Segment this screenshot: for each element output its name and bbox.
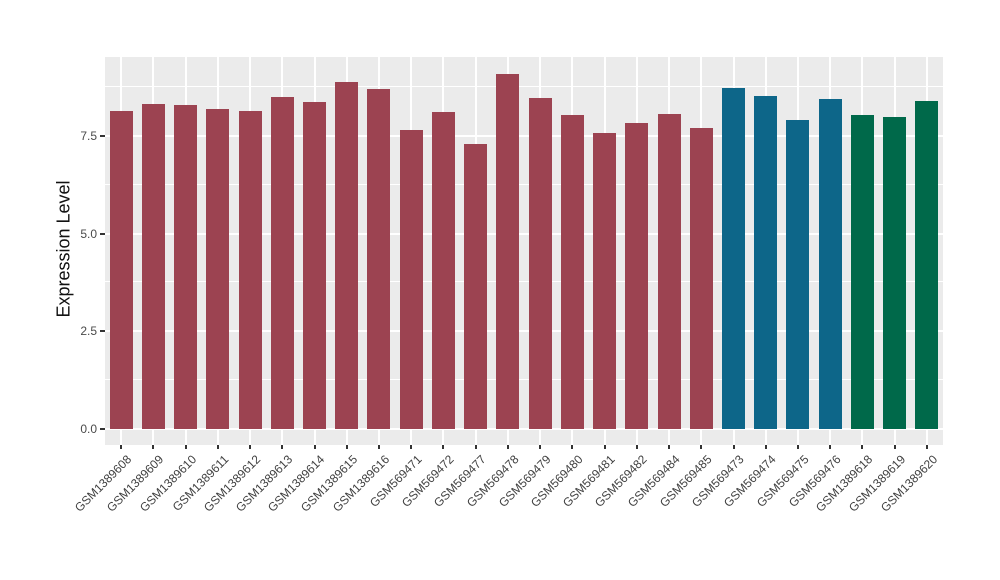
x-axis-tick [925, 445, 928, 449]
x-axis-tick [120, 445, 123, 449]
bar-GSM569478 [496, 73, 520, 429]
x-axis-tick [539, 445, 542, 449]
major-gridline [105, 427, 943, 430]
bar-GSM1389620 [915, 100, 939, 429]
bar-GSM569480 [560, 115, 584, 429]
bar-GSM569481 [593, 132, 617, 429]
minor-gridline [105, 86, 943, 88]
x-axis-tick [152, 445, 155, 449]
plot-panel [105, 57, 943, 445]
major-gridline [105, 232, 943, 235]
x-axis-tick [474, 445, 477, 449]
x-axis-tick [442, 445, 445, 449]
x-axis-tick [829, 445, 832, 449]
bar-GSM1389616 [367, 88, 391, 429]
bar-GSM1389612 [238, 110, 262, 429]
major-gridline [105, 330, 943, 332]
y-axis-title: Expression Level [53, 180, 74, 318]
y-tick-label: 2.5 [80, 324, 97, 338]
bar-GSM1389608 [109, 110, 133, 429]
minor-gridline [105, 281, 943, 283]
y-axis-tick [100, 330, 105, 332]
x-axis-tick [377, 445, 380, 449]
bar-GSM1389618 [850, 114, 874, 429]
x-axis-tick [313, 445, 316, 449]
x-axis-tick [796, 445, 799, 449]
bar-GSM1389615 [335, 81, 359, 429]
x-axis-tick [700, 445, 703, 449]
bar-GSM1389611 [206, 108, 230, 429]
bar-GSM1389619 [883, 116, 907, 429]
bar-GSM569482 [625, 122, 649, 429]
x-axis-tick [571, 445, 574, 449]
minor-gridline [105, 183, 943, 185]
minor-gridline [105, 378, 943, 380]
x-axis-tick [281, 445, 284, 449]
y-tick-label: 0.0 [80, 421, 97, 436]
x-axis-tick [506, 445, 509, 449]
bar-GSM1389610 [174, 104, 198, 429]
bar-GSM569472 [431, 112, 455, 429]
y-axis-tick [100, 232, 105, 235]
x-axis-tick [635, 445, 638, 449]
x-axis-tick [345, 445, 348, 449]
x-axis-tick [668, 445, 671, 449]
bar-GSM1389613 [270, 96, 294, 429]
bar-GSM569477 [464, 144, 488, 429]
y-axis-tick [100, 427, 105, 430]
bar-GSM569473 [722, 88, 745, 429]
bar-GSM569485 [689, 127, 713, 429]
x-axis-tick [216, 445, 219, 449]
bar-GSM569474 [754, 95, 778, 429]
bar-GSM1389609 [141, 103, 165, 429]
bar-GSM569484 [657, 114, 681, 429]
bar-GSM1389614 [303, 101, 326, 429]
y-tick-label: 7.5 [80, 129, 97, 143]
x-axis-tick [893, 445, 896, 449]
x-axis-tick [603, 445, 606, 449]
bar-GSM569475 [786, 120, 810, 429]
y-tick-label: 5.0 [80, 226, 97, 241]
bar-GSM569479 [528, 98, 552, 429]
x-axis-tick [732, 445, 735, 449]
x-axis-tick [861, 445, 864, 449]
x-axis-tick [410, 445, 413, 449]
bar-GSM569476 [818, 98, 842, 429]
x-axis-tick [184, 445, 187, 449]
bar-GSM569471 [399, 129, 423, 429]
major-gridline [105, 135, 943, 137]
x-axis-tick [249, 445, 252, 449]
y-axis-tick [100, 135, 105, 137]
x-axis-tick [764, 445, 767, 449]
